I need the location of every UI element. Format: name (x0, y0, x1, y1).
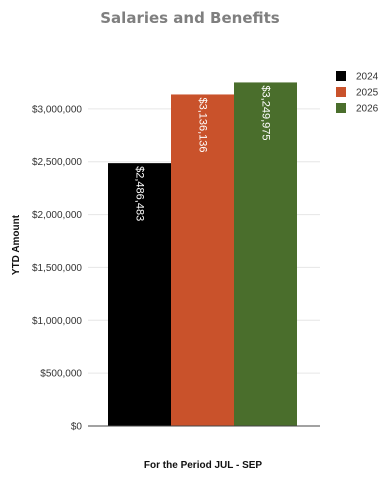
bar-group (108, 82, 297, 426)
legend-label-2026: 2026 (356, 104, 379, 115)
data-labels: $2,486,483 $3,136,136 $3,249,975 (134, 85, 272, 221)
legend-swatch-2025 (336, 87, 346, 97)
legend-swatch-2024 (336, 71, 346, 81)
y-tick-label: $2,500,000 (32, 157, 82, 168)
data-label-2024: $2,486,483 (134, 166, 146, 221)
x-axis-title: For the Period JUL - SEP (144, 460, 262, 471)
y-tick-label: $0 (71, 422, 83, 433)
chart-title: Salaries and Benefits (100, 9, 280, 27)
y-tick-label: $2,000,000 (32, 210, 82, 221)
legend-label-2024: 2024 (356, 72, 379, 83)
bar-2026 (234, 82, 297, 426)
bar-2024 (108, 163, 171, 426)
bar-2025 (171, 94, 234, 426)
data-label-2025: $3,136,136 (197, 97, 209, 152)
y-tick-label: $1,500,000 (32, 263, 82, 274)
legend: 2024 2025 2026 (336, 71, 379, 115)
y-axis-tick-labels: $0 $500,000 $1,000,000 $1,500,000 $2,000,000… (32, 104, 82, 432)
y-tick-label: $1,000,000 (32, 316, 82, 327)
y-tick-label: $500,000 (40, 369, 82, 380)
y-tick-label: $3,000,000 (32, 104, 82, 115)
legend-swatch-2026 (336, 103, 346, 113)
data-label-2026: $3,249,975 (260, 85, 272, 140)
y-axis-title: YTD Amount (11, 214, 22, 275)
legend-label-2025: 2025 (356, 88, 379, 99)
